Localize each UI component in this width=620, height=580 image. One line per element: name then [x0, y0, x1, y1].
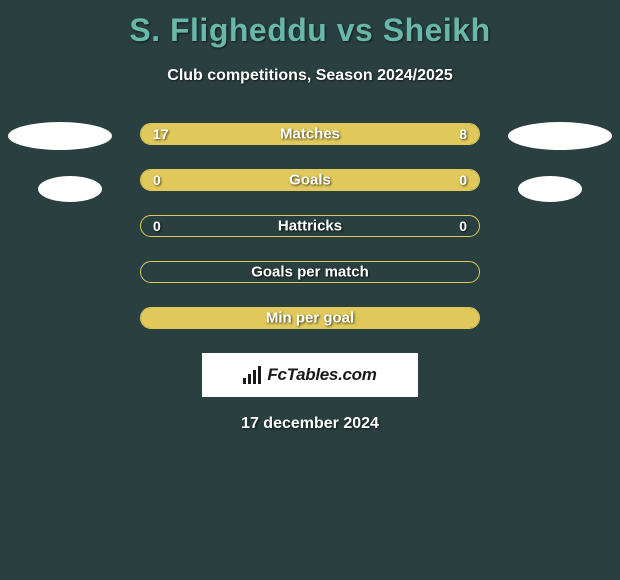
page-title: S. Fligheddu vs Sheikh	[0, 0, 620, 49]
side-ellipse	[508, 122, 612, 150]
side-ellipse	[8, 122, 112, 150]
stat-row: Goals 0 0	[140, 169, 480, 191]
bar-chart-icon	[243, 366, 261, 384]
stat-right-value: 0	[459, 218, 467, 234]
stat-label: Matches	[280, 126, 340, 143]
side-ellipse	[38, 176, 102, 202]
stat-row: Min per goal	[140, 307, 480, 329]
watermark-text: FcTables.com	[267, 365, 376, 385]
stat-label: Goals	[289, 172, 331, 189]
stats-container: Matches 17 8 Goals 0 0 Hattricks 0 0 Goals per ma…	[0, 123, 620, 329]
side-ellipse	[518, 176, 582, 202]
stat-right-value: 8	[459, 126, 467, 142]
subtitle: Club competitions, Season 2024/2025	[0, 67, 620, 85]
stat-label: Min per goal	[266, 310, 354, 327]
stat-right-value: 0	[459, 172, 467, 188]
stat-row: Goals per match	[140, 261, 480, 283]
stat-row: Hattricks 0 0	[140, 215, 480, 237]
date-line: 17 december 2024	[0, 415, 620, 433]
stat-left-value: 0	[153, 218, 161, 234]
stat-label: Hattricks	[278, 218, 342, 235]
stat-left-value: 17	[153, 126, 169, 142]
stat-left-value: 0	[153, 172, 161, 188]
stat-label: Goals per match	[251, 264, 369, 281]
stat-row: Matches 17 8	[140, 123, 480, 145]
watermark-badge: FcTables.com	[202, 353, 418, 397]
